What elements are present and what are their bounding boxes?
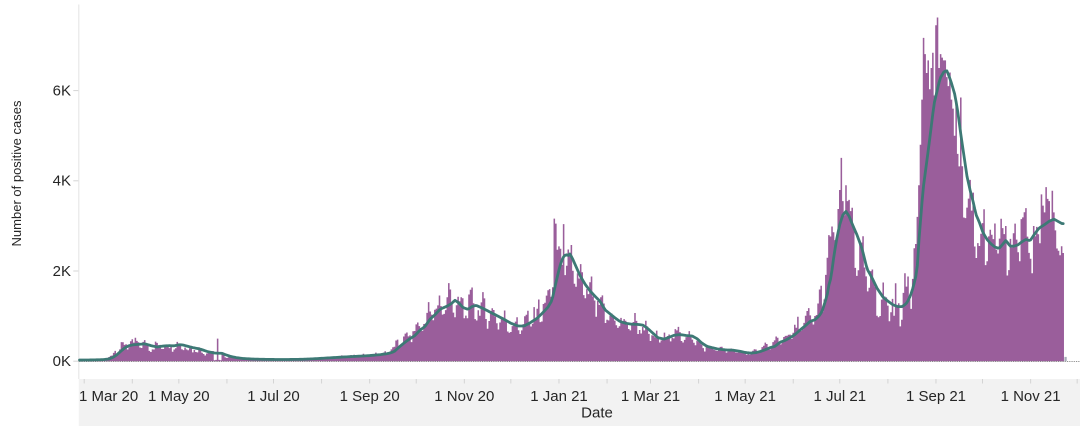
svg-text:2K: 2K bbox=[53, 263, 71, 280]
svg-text:1 Sep 21: 1 Sep 21 bbox=[906, 388, 966, 405]
svg-text:1 Mar 21: 1 Mar 21 bbox=[621, 388, 680, 405]
svg-text:6K: 6K bbox=[53, 82, 71, 99]
svg-text:4K: 4K bbox=[53, 173, 71, 190]
svg-text:Number of positive cases: Number of positive cases bbox=[9, 100, 24, 246]
svg-text:1 Nov 21: 1 Nov 21 bbox=[1001, 388, 1061, 405]
svg-text:1 May 20: 1 May 20 bbox=[148, 388, 210, 405]
svg-text:1 Mar 20: 1 Mar 20 bbox=[79, 388, 138, 405]
svg-text:1 Sep 20: 1 Sep 20 bbox=[340, 388, 400, 405]
svg-text:1 Jul 21: 1 Jul 21 bbox=[814, 388, 867, 405]
svg-text:0K: 0K bbox=[53, 353, 71, 370]
svg-text:Date: Date bbox=[581, 405, 613, 422]
svg-text:1 Jan 21: 1 Jan 21 bbox=[530, 388, 588, 405]
svg-text:1 Jul 20: 1 Jul 20 bbox=[247, 388, 300, 405]
svg-text:1 Nov 20: 1 Nov 20 bbox=[434, 388, 494, 405]
svg-text:1 May 21: 1 May 21 bbox=[714, 388, 776, 405]
